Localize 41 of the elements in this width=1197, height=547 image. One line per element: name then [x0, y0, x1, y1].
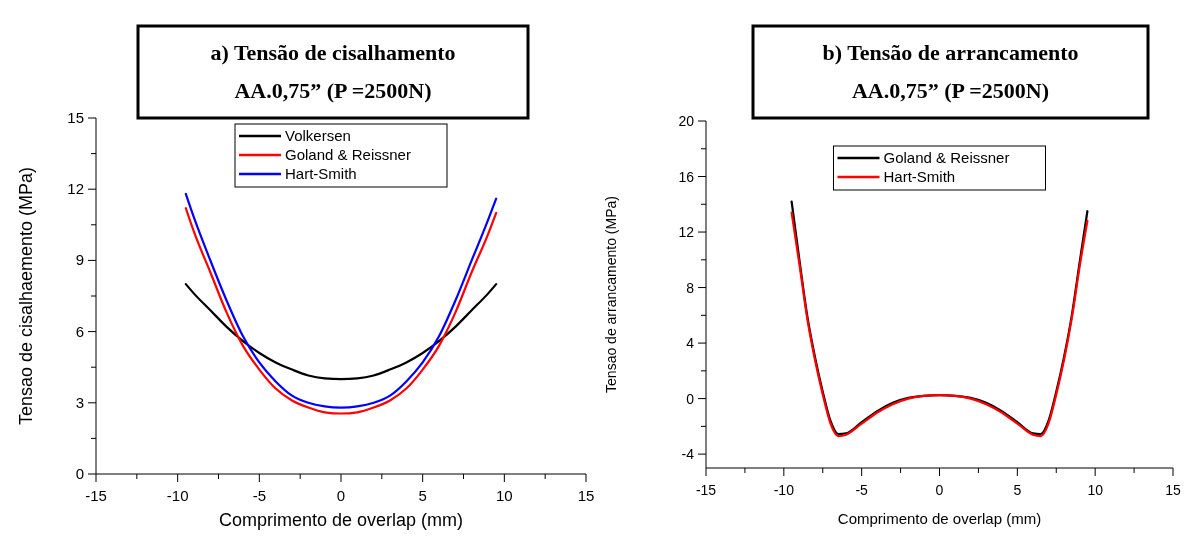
x-axis-title: Comprimento de overlap (mm) — [218, 510, 464, 530]
y-axis-title: Tensao de arrancamento (MPa) — [603, 196, 619, 393]
chart-subtitle: AA.0,75” (P =2500N) — [234, 78, 432, 103]
line-series — [184, 283, 498, 381]
legend-label: Goland & Reissner — [285, 146, 411, 163]
legend-label: Hart-Smith — [883, 168, 956, 185]
x-tick-label: -5 — [252, 487, 267, 504]
x-tick-label: -10 — [166, 487, 189, 504]
y-tick-label: 15 — [67, 109, 84, 126]
x-axis-title: Comprimento de overlap (mm) — [837, 510, 1042, 527]
y-tick-label: 8 — [686, 279, 695, 296]
y-tick-label: 12 — [678, 224, 695, 241]
y-axis-title: Tensao de cisalhaemento (MPa) — [16, 166, 36, 426]
chart-subtitle: AA.0,75” (P =2500N) — [851, 78, 1050, 103]
y-tick-label: -4 — [681, 446, 695, 463]
x-tick-label: 10 — [1087, 482, 1104, 498]
x-tick-label: 10 — [495, 487, 513, 504]
legend-label: Goland & Reissner — [883, 149, 1010, 166]
y-tick-label: 12 — [67, 180, 84, 198]
x-tick-label: 15 — [1165, 482, 1181, 498]
y-tick-label: 6 — [75, 322, 84, 340]
x-tick-label: 5 — [1013, 482, 1022, 498]
y-tick-label: 3 — [75, 393, 84, 411]
y-tick-label: 16 — [678, 168, 695, 185]
y-tick-label: 0 — [686, 390, 695, 407]
y-tick-label: 9 — [75, 251, 84, 269]
x-tick-label: 0 — [336, 487, 346, 504]
x-tick-label: 0 — [935, 482, 944, 498]
legend-label: Hart-Smith — [285, 165, 357, 182]
y-tick-label: 20 — [678, 113, 695, 129]
chart-title: b) Tensão de arrancamento — [822, 40, 1079, 65]
x-tick-label: 15 — [577, 487, 595, 504]
x-tick-label: -10 — [773, 482, 795, 498]
legend-label: Volkersen — [285, 127, 351, 144]
x-tick-label: 5 — [418, 487, 427, 504]
chart-title: a) Tensão de cisalhamento — [210, 40, 456, 65]
y-tick-label: 4 — [686, 335, 695, 352]
x-tick-label: -15 — [695, 482, 717, 498]
y-tick-label: 0 — [75, 465, 84, 482]
x-tick-label: -15 — [85, 487, 107, 504]
x-tick-label: -5 — [855, 482, 869, 498]
